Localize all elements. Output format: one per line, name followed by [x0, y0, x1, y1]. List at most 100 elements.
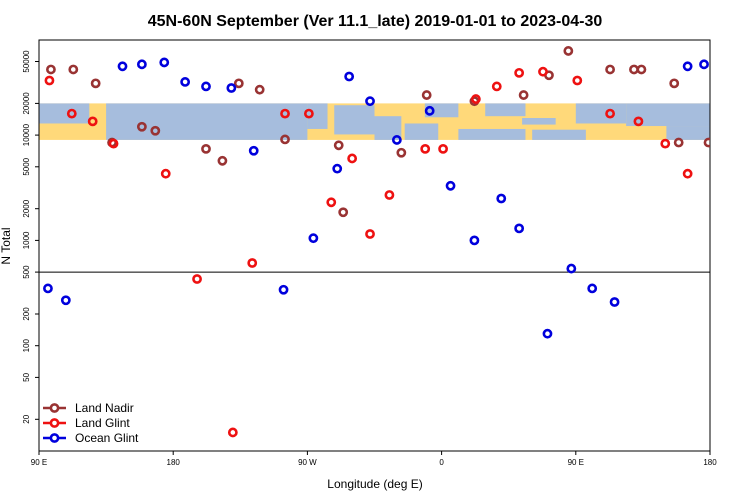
legend-marker-land-nadir	[49, 403, 60, 413]
land-glint-point	[44, 75, 55, 86]
map-ocean-region	[666, 126, 710, 140]
ocean-glint-point	[699, 59, 709, 70]
legend-label-ocean-glint: Ocean Glint	[75, 431, 139, 445]
ocean-glint-point	[332, 163, 343, 174]
land-nadir-point	[421, 90, 432, 100]
ocean-glint-point	[469, 235, 480, 246]
land-glint-point	[365, 229, 375, 239]
map-ocean-region	[307, 103, 328, 129]
ocean-glint-point	[159, 57, 170, 68]
ocean-glint-point	[136, 59, 147, 70]
ocean-glint-point	[424, 105, 435, 116]
land-glint-point	[247, 258, 258, 268]
ocean-glint-point	[721, 59, 728, 66]
y-tick-label: 50000	[22, 50, 31, 73]
ocean-glint-point	[344, 71, 355, 82]
ocean-glint-point	[60, 295, 71, 306]
land-glint-point	[538, 66, 548, 77]
land-nadir-point	[673, 137, 684, 148]
y-tick-label: 5000	[22, 157, 31, 175]
land-glint-point	[491, 81, 502, 92]
land-nadir-point	[605, 64, 615, 75]
ocean-glint-point	[43, 283, 53, 294]
map-ocean-region	[532, 129, 586, 140]
y-tick-label: 2000	[22, 199, 31, 217]
legend-marker-land-glint	[49, 418, 60, 428]
land-glint-point	[280, 108, 290, 119]
land-nadir-point	[518, 90, 529, 100]
map-ocean-region	[374, 116, 402, 140]
ocean-glint-point	[278, 284, 289, 295]
land-nadir-point	[68, 64, 79, 75]
legend-label-land-glint: Land Glint	[75, 416, 130, 430]
legend-label-land-nadir: Land Nadir	[75, 401, 134, 415]
land-nadir-point	[233, 78, 244, 89]
ocean-glint-point	[180, 77, 191, 87]
ocean-glint-point	[117, 61, 128, 72]
ocean-glint-point	[445, 180, 456, 191]
land-nadir-point	[563, 46, 574, 56]
land-nadir-point	[333, 140, 344, 151]
land-glint-point	[605, 108, 615, 119]
land-glint-point	[108, 138, 119, 149]
land-nadir-point	[136, 121, 147, 132]
x-tick-label: 180	[167, 458, 181, 467]
x-axis: 90 E 180 90 W 0 90 E 180	[31, 451, 717, 467]
land-glint-point	[438, 143, 448, 154]
land-nadir-point	[254, 84, 265, 95]
land-nadir-point	[46, 64, 56, 75]
ocean-glint-point	[308, 233, 319, 244]
y-tick-label: 20	[22, 414, 31, 423]
map-ocean-region	[522, 118, 556, 125]
y-axis: 20 50 100 200 500 1000 2000 5000 10000 20000 50000	[22, 50, 39, 424]
land-glint-point	[682, 168, 693, 179]
map-ocean-region	[485, 103, 526, 117]
ocean-glint-point	[391, 135, 402, 145]
map-ocean-region	[334, 105, 375, 135]
land-glint-point	[384, 190, 395, 200]
land-nadir-point	[201, 143, 211, 154]
y-tick-label: 10000	[22, 123, 31, 146]
ocean-glint-point	[226, 83, 237, 93]
y-tick-label: 100	[22, 338, 31, 352]
land-glint-point	[633, 116, 644, 127]
land-nadir-point	[150, 125, 161, 136]
chart-title: 45N-60N September (Ver 11.1_late) 2019-0…	[148, 13, 603, 30]
land-nadir-point	[636, 64, 647, 75]
plot-frame	[38, 39, 711, 452]
x-tick-label: 180	[703, 458, 717, 467]
land-glint-point	[347, 153, 358, 164]
legend-marker-ocean-glint	[49, 433, 60, 443]
y-tick-label: 20000	[22, 92, 31, 115]
land-glint-point	[514, 67, 525, 78]
ocean-glint-point	[248, 145, 259, 156]
x-tick-label: 90 E	[31, 458, 47, 467]
land-nadir-point	[280, 134, 290, 145]
land-glint-point	[420, 143, 431, 154]
x-tick-label: 90 W	[298, 458, 317, 467]
map-ocean-region	[404, 123, 439, 140]
map-ocean-region	[626, 103, 710, 127]
land-glint-point	[326, 197, 337, 208]
land-nadir-point	[629, 64, 639, 75]
ocean-glint-point	[566, 263, 577, 274]
y-axis-label: N Total	[0, 227, 13, 264]
land-nadir-point	[90, 78, 101, 89]
land-glint-point	[303, 108, 314, 119]
land-glint-point	[227, 427, 238, 438]
y-tick-label: 1000	[22, 231, 31, 249]
map-ocean-region	[458, 128, 526, 140]
land-glint-point	[66, 108, 77, 119]
land-glint-point	[470, 94, 481, 104]
ocean-glint-point	[682, 61, 693, 72]
y-tick-label: 50	[22, 372, 31, 381]
land-glint-point	[87, 116, 98, 127]
y-tick-label: 200	[22, 307, 31, 321]
map-ocean-region	[39, 103, 90, 124]
x-tick-label: 0	[439, 458, 444, 467]
world-map-band	[39, 103, 710, 140]
ocean-glint-point	[587, 283, 598, 294]
land-glint-point	[192, 274, 202, 284]
map-ocean-region	[575, 103, 627, 124]
